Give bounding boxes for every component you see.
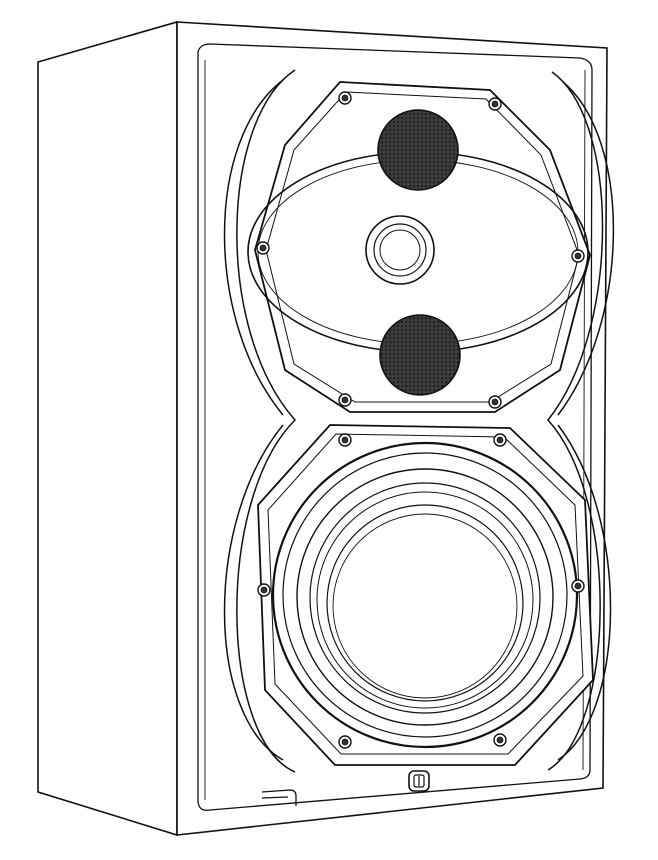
brand-badge-icon (408, 770, 430, 792)
upper-midrange-grille (377, 109, 459, 191)
woofer-frame (257, 424, 594, 766)
tweeter-dome-icon (365, 215, 435, 285)
waveguide-contour (223, 69, 615, 773)
bottom-edge-detail (261, 789, 297, 806)
cabinet-side-panel (37, 20, 178, 837)
lower-midrange-grille (379, 314, 461, 396)
woofer-cone-icon (271, 441, 579, 749)
